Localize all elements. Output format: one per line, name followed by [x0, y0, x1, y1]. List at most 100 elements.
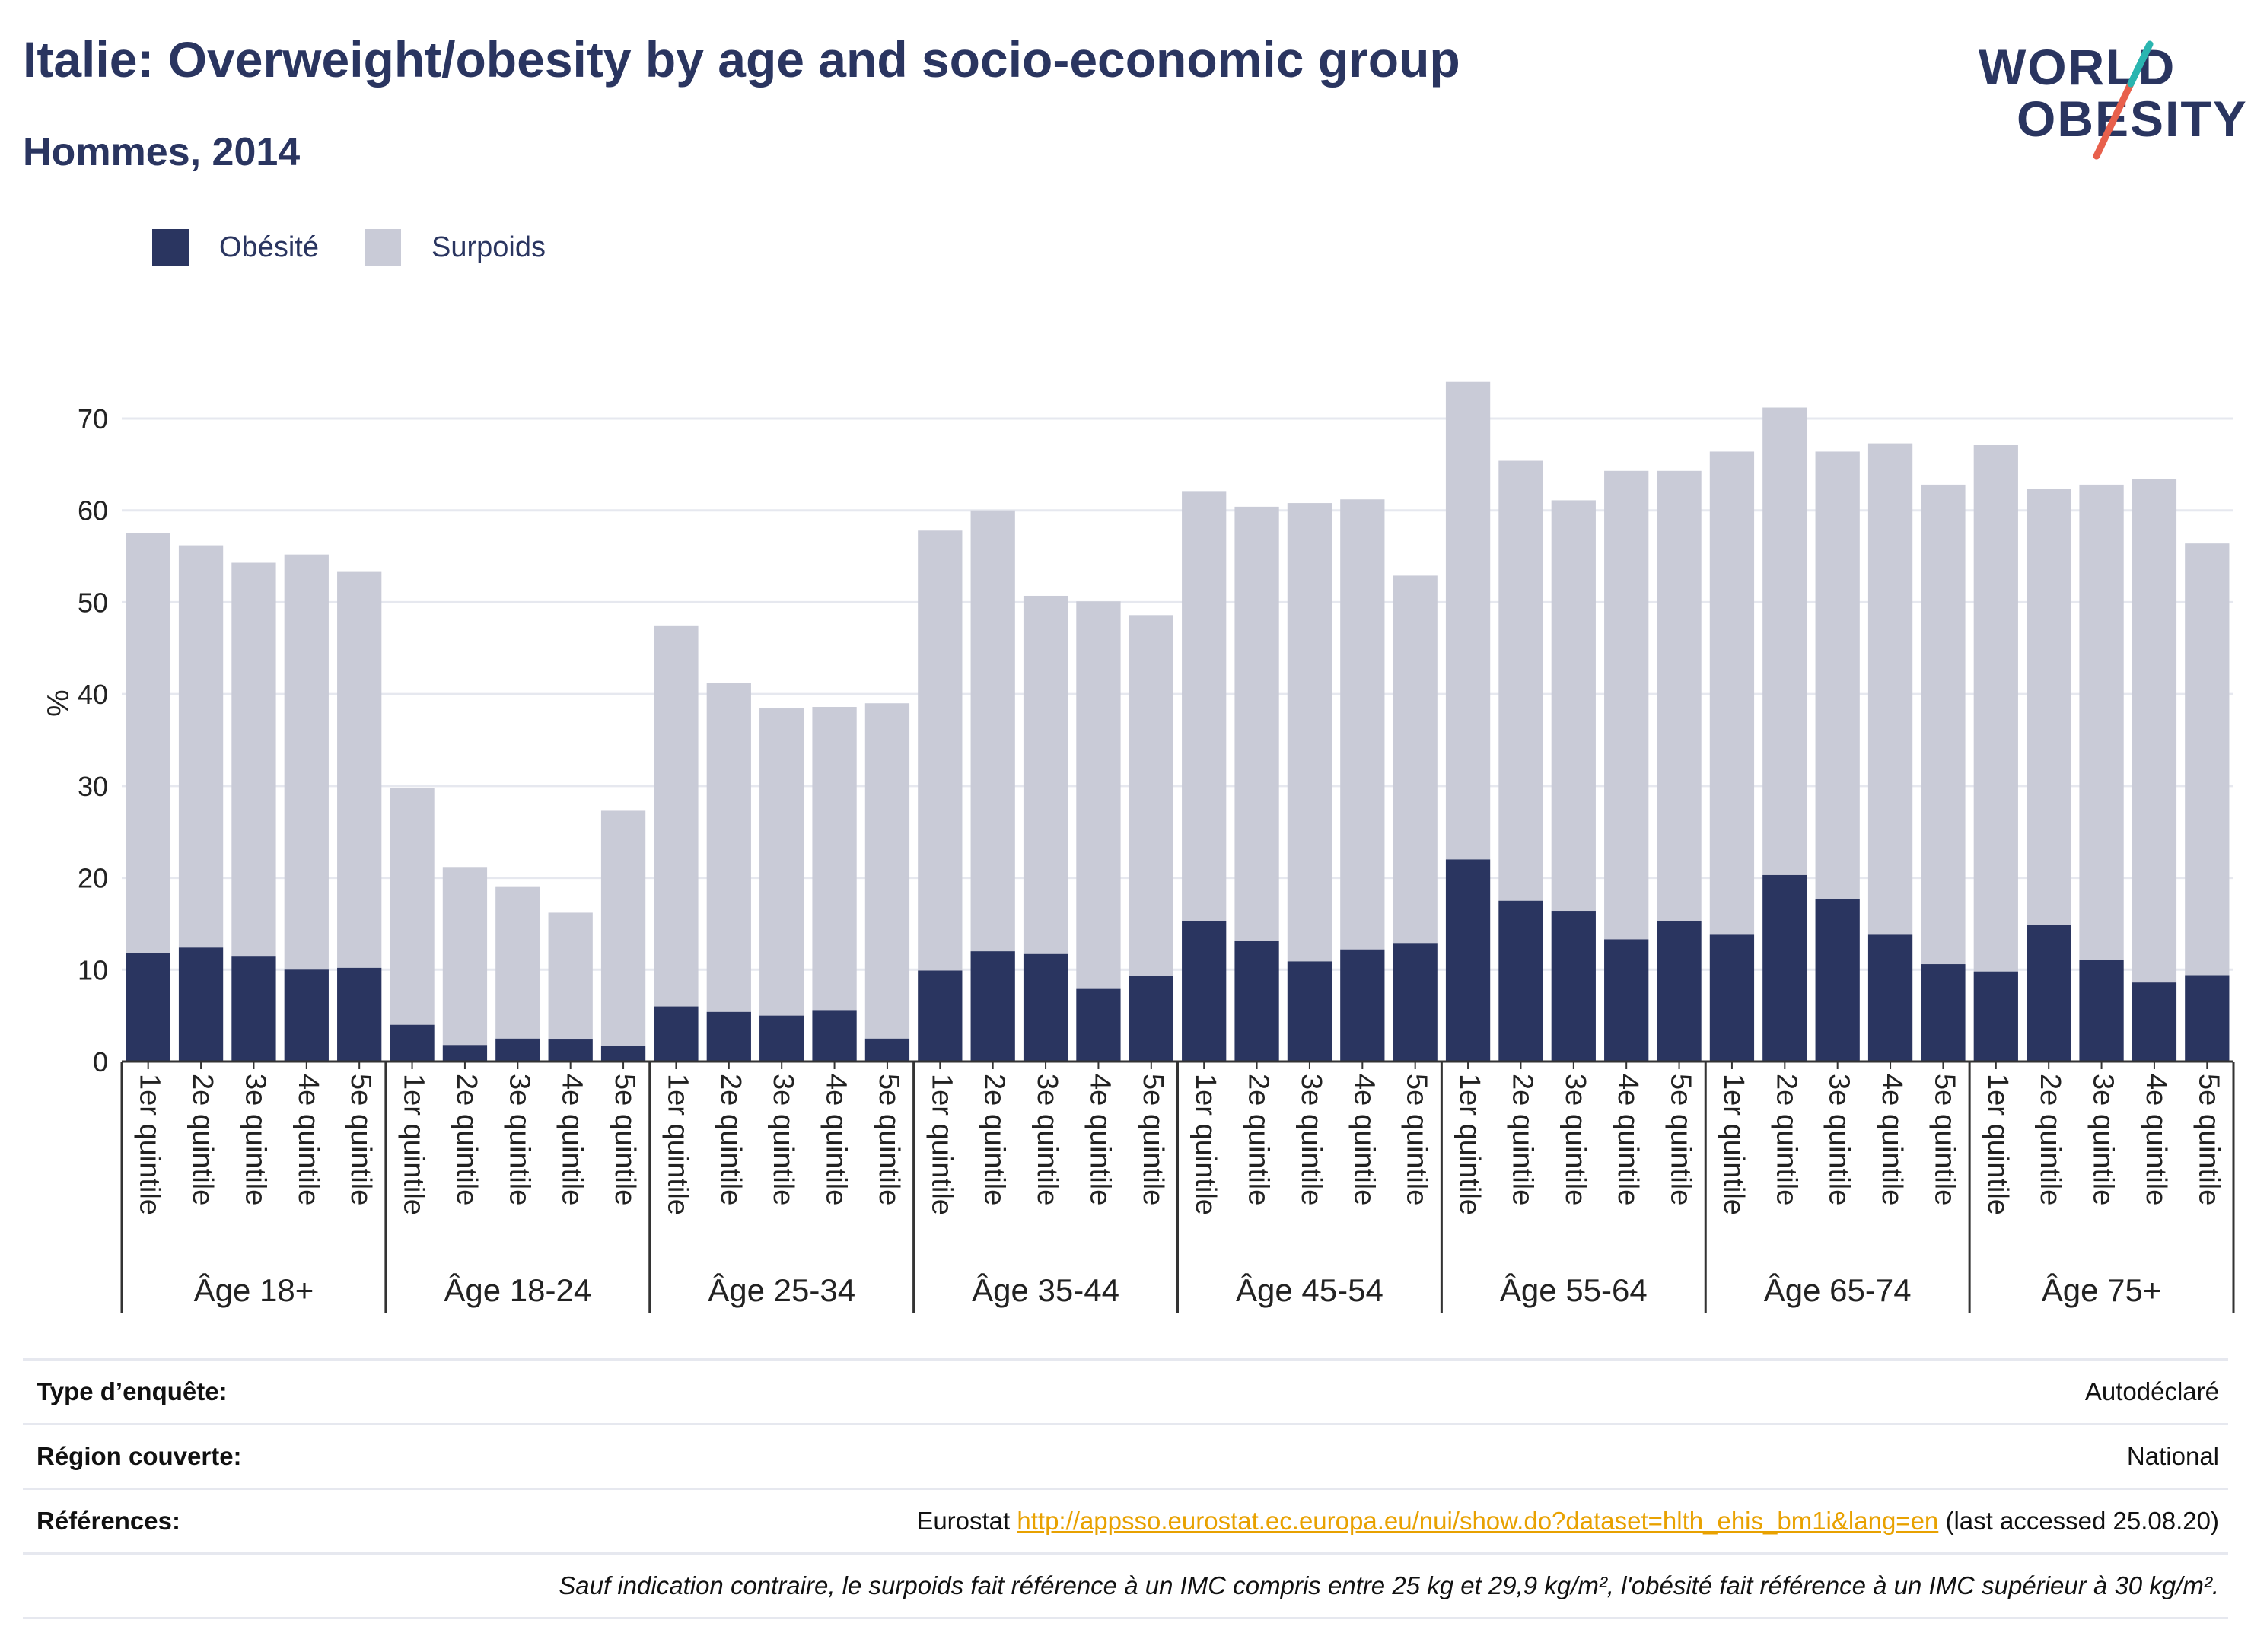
- bar-obesity: [1815, 899, 1860, 1062]
- bar-obesity: [812, 1010, 857, 1062]
- bar-overweight: [495, 886, 540, 1039]
- x-tick-label: 4e quintile: [1084, 1074, 1116, 1205]
- x-tick-label: 4e quintile: [1612, 1074, 1644, 1205]
- legend-swatch-overweight: [364, 229, 401, 266]
- references-value: Eurostat http://appsso.eurostat.ec.europ…: [916, 1507, 2228, 1536]
- bar-obesity: [1973, 971, 2018, 1062]
- x-tick-label: 3e quintile: [1295, 1074, 1327, 1205]
- y-tick-label: 50: [78, 587, 108, 618]
- x-tick-label: 3e quintile: [503, 1074, 535, 1205]
- bar-overweight: [442, 867, 488, 1046]
- y-tick-label: 70: [78, 403, 108, 434]
- y-tick-label: 40: [78, 679, 108, 710]
- bar-overweight: [548, 912, 593, 1040]
- bar-obesity: [2185, 975, 2230, 1062]
- bar-overweight: [1657, 470, 1702, 921]
- bar-obesity: [1709, 934, 1755, 1062]
- x-tick-label: 2e quintile: [186, 1074, 218, 1205]
- bar-overweight: [2027, 489, 2071, 925]
- x-tick-label: 2e quintile: [715, 1074, 747, 1205]
- bar-obesity: [1076, 988, 1121, 1062]
- bar-overweight: [1445, 381, 1491, 860]
- x-tick-label: 5e quintile: [345, 1074, 377, 1205]
- bar-obesity: [1234, 941, 1279, 1062]
- bar-obesity: [442, 1045, 488, 1062]
- bar-overweight: [1921, 484, 1966, 965]
- bar-obesity: [1867, 934, 1913, 1062]
- bar-obesity: [231, 956, 276, 1062]
- references-link[interactable]: http://appsso.eurostat.ec.europa.eu/nui/…: [1017, 1507, 1939, 1535]
- bar-overweight: [178, 545, 224, 948]
- y-tick-label: 20: [78, 863, 108, 894]
- bar-overweight: [284, 554, 329, 970]
- bar-obesity: [495, 1038, 540, 1062]
- bar-overweight: [1023, 595, 1068, 954]
- bar-obesity: [1762, 874, 1807, 1062]
- x-tick-label: 2e quintile: [1770, 1074, 1802, 1205]
- x-tick-label: 5e quintile: [1665, 1074, 1697, 1205]
- bar-overweight: [1604, 470, 1649, 940]
- bar-overweight: [2079, 484, 2124, 960]
- bar-overweight: [759, 708, 804, 1016]
- x-tick-label: 1er quintile: [398, 1074, 430, 1215]
- group-label: Âge 25-34: [708, 1272, 855, 1308]
- survey-type-label: Type d’enquête:: [37, 1377, 228, 1405]
- bar-overweight: [654, 625, 699, 1007]
- bar-obesity: [284, 969, 329, 1062]
- world-obesity-logo: WORLD OBESITY: [1979, 38, 2246, 160]
- references-prefix: Eurostat: [916, 1507, 1011, 1535]
- x-tick-label: 5e quintile: [1137, 1074, 1169, 1205]
- bar-obesity: [337, 967, 382, 1062]
- bar-obesity: [1445, 859, 1491, 1062]
- bar-obesity: [1129, 976, 1173, 1062]
- bar-overweight: [2185, 543, 2230, 976]
- group-label: Âge 75+: [2042, 1272, 2162, 1308]
- bar-obesity: [1340, 949, 1385, 1062]
- bar-obesity: [1393, 943, 1438, 1062]
- logo-line-2: OBESITY: [2017, 91, 2248, 147]
- x-tick-label: 3e quintile: [2087, 1074, 2119, 1205]
- x-tick-label: 2e quintile: [1243, 1074, 1275, 1205]
- x-tick-label: 5e quintile: [873, 1074, 905, 1205]
- x-tick-label: 1er quintile: [661, 1074, 693, 1215]
- y-tick-label: 30: [78, 771, 108, 802]
- x-tick-label: 3e quintile: [1823, 1074, 1855, 1205]
- info-row-references: Références: Eurostat http://appsso.euros…: [23, 1488, 2228, 1552]
- definition-note: Sauf indication contraire, le surpoids f…: [559, 1571, 2219, 1599]
- x-tick-label: 1er quintile: [1718, 1074, 1750, 1215]
- bar-obesity: [600, 1046, 646, 1062]
- legend-swatch-obesity: [152, 229, 189, 266]
- bar-obesity: [759, 1015, 804, 1062]
- group-label: Âge 18+: [194, 1272, 314, 1308]
- legend-label-overweight: Surpoids: [431, 231, 546, 263]
- y-axis-label: %: [40, 689, 74, 717]
- bar-obesity: [1604, 939, 1649, 1062]
- logo-slash-icon: [2093, 40, 2154, 160]
- bar-obesity: [1921, 964, 1966, 1062]
- bar-overweight: [1973, 445, 2018, 972]
- bar-obesity: [1023, 953, 1068, 1062]
- bar-overweight: [600, 810, 646, 1046]
- references-suffix: (last accessed 25.08.20): [1945, 1507, 2219, 1535]
- x-tick-label: 4e quintile: [556, 1074, 588, 1205]
- x-tick-label: 3e quintile: [767, 1074, 799, 1205]
- bar-overweight: [1815, 451, 1860, 899]
- bar-obesity: [1182, 921, 1227, 1062]
- info-row-survey-type: Type d’enquête: Autodéclaré: [23, 1358, 2228, 1423]
- references-label: Références:: [37, 1507, 180, 1535]
- group-label: Âge 18-24: [444, 1272, 591, 1308]
- bar-overweight: [1129, 615, 1173, 976]
- bar-obesity: [2132, 982, 2177, 1062]
- stacked-bar-chart: 0 10 20 30 40 50 60 70% 1er quintile 2e quintile 3…: [40, 381, 2235, 1313]
- bar-overweight: [1762, 407, 1807, 875]
- bar-overweight: [1340, 499, 1385, 950]
- y-tick-label: 0: [93, 1046, 108, 1077]
- region-label: Région couverte:: [37, 1442, 242, 1470]
- bar-obesity: [706, 1011, 751, 1062]
- survey-type-value: Autodéclaré: [2084, 1377, 2219, 1405]
- bar-obesity: [654, 1006, 699, 1062]
- x-tick-label: 5e quintile: [1401, 1074, 1433, 1205]
- bar-obesity: [178, 947, 224, 1062]
- bar-overweight: [812, 707, 857, 1011]
- x-tick-label: 4e quintile: [1348, 1074, 1380, 1205]
